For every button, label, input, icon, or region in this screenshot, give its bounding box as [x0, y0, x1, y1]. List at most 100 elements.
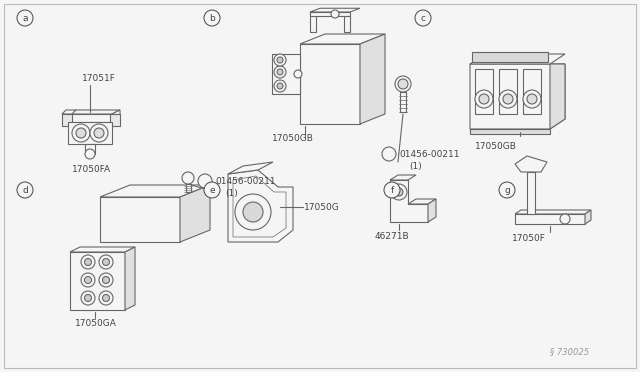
Circle shape [102, 276, 109, 283]
Circle shape [81, 255, 95, 269]
Polygon shape [300, 44, 360, 124]
Polygon shape [527, 168, 541, 172]
Polygon shape [62, 110, 76, 114]
Polygon shape [62, 114, 72, 126]
Polygon shape [300, 34, 385, 44]
Circle shape [523, 90, 541, 108]
Text: 17050GB: 17050GB [475, 141, 517, 151]
Circle shape [391, 184, 407, 200]
Circle shape [72, 124, 90, 142]
Circle shape [81, 291, 95, 305]
Circle shape [102, 259, 109, 266]
Circle shape [84, 259, 92, 266]
Polygon shape [85, 144, 95, 154]
Circle shape [84, 295, 92, 301]
Polygon shape [100, 185, 210, 197]
Polygon shape [515, 214, 585, 224]
Polygon shape [68, 110, 120, 114]
Circle shape [499, 182, 515, 198]
Polygon shape [470, 64, 565, 129]
Circle shape [274, 66, 286, 78]
Circle shape [76, 128, 86, 138]
Text: b: b [209, 13, 215, 22]
Circle shape [204, 10, 220, 26]
Circle shape [94, 128, 104, 138]
Polygon shape [585, 210, 591, 224]
Polygon shape [310, 12, 316, 32]
Circle shape [277, 57, 283, 63]
Text: 17050G: 17050G [304, 202, 340, 212]
Polygon shape [470, 54, 565, 64]
Text: 17050GB: 17050GB [272, 134, 314, 142]
Text: f: f [390, 186, 394, 195]
Polygon shape [515, 210, 591, 214]
Circle shape [294, 70, 302, 78]
Text: e: e [209, 186, 215, 195]
Text: 17050F: 17050F [512, 234, 546, 243]
Circle shape [384, 182, 400, 198]
Polygon shape [527, 172, 535, 214]
Text: 01456-00211: 01456-00211 [399, 150, 460, 158]
Circle shape [395, 188, 403, 196]
Circle shape [17, 10, 33, 26]
Circle shape [415, 10, 431, 26]
Text: c: c [420, 13, 426, 22]
Polygon shape [310, 12, 350, 16]
Polygon shape [228, 170, 293, 242]
Circle shape [84, 276, 92, 283]
Circle shape [331, 10, 339, 18]
Polygon shape [475, 69, 493, 114]
Circle shape [198, 174, 212, 188]
Circle shape [560, 214, 570, 224]
Circle shape [527, 94, 537, 104]
Circle shape [99, 291, 113, 305]
Polygon shape [70, 252, 125, 310]
Text: 17050FA: 17050FA [72, 164, 111, 173]
Circle shape [81, 273, 95, 287]
Circle shape [274, 80, 286, 92]
Text: a: a [22, 13, 28, 22]
Text: 17051F: 17051F [82, 74, 116, 83]
Circle shape [274, 54, 286, 66]
Circle shape [277, 83, 283, 89]
Circle shape [398, 79, 408, 89]
Text: S: S [387, 151, 391, 157]
Polygon shape [408, 199, 436, 204]
Polygon shape [550, 64, 565, 129]
Polygon shape [472, 52, 548, 62]
Circle shape [99, 273, 113, 287]
Circle shape [475, 90, 493, 108]
Polygon shape [390, 175, 416, 180]
Polygon shape [390, 180, 428, 222]
Circle shape [395, 76, 411, 92]
Circle shape [382, 147, 396, 161]
Polygon shape [310, 8, 360, 12]
Polygon shape [400, 92, 406, 112]
Circle shape [499, 90, 517, 108]
Polygon shape [68, 114, 112, 122]
Text: S: S [203, 178, 207, 184]
Circle shape [17, 182, 33, 198]
Polygon shape [68, 122, 112, 144]
Polygon shape [344, 16, 350, 32]
Polygon shape [523, 69, 541, 114]
Text: d: d [22, 186, 28, 195]
Text: 46271B: 46271B [374, 231, 410, 241]
Polygon shape [125, 247, 135, 310]
Circle shape [503, 94, 513, 104]
Circle shape [99, 255, 113, 269]
Circle shape [204, 182, 220, 198]
Text: g: g [504, 186, 510, 195]
Circle shape [90, 124, 108, 142]
Polygon shape [233, 176, 286, 237]
Polygon shape [180, 185, 210, 242]
Polygon shape [112, 110, 120, 122]
Polygon shape [428, 199, 436, 222]
Polygon shape [499, 69, 517, 114]
Circle shape [102, 295, 109, 301]
Polygon shape [272, 54, 300, 94]
Polygon shape [100, 197, 180, 242]
Polygon shape [360, 34, 385, 124]
Polygon shape [186, 184, 191, 192]
Polygon shape [228, 162, 273, 174]
